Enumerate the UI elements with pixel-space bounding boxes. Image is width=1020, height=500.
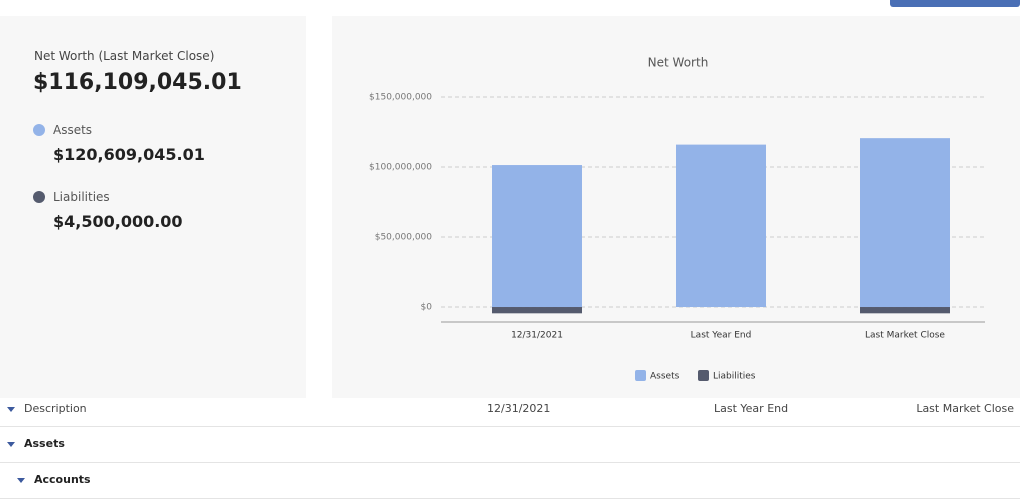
- net-worth-label: Net Worth (Last Market Close): [34, 49, 215, 63]
- legend-swatch: [698, 370, 709, 381]
- assets-label: Assets: [53, 123, 93, 137]
- bar: [492, 165, 582, 308]
- row-label[interactable]: Accounts: [34, 473, 91, 486]
- summary-panel: Net Worth (Last Market Close) $116,109,0…: [0, 16, 306, 398]
- top-button[interactable]: [890, 0, 1020, 7]
- table-header: Last Market Close: [916, 402, 1014, 415]
- bar: [492, 307, 582, 314]
- table-header: Last Year End: [714, 402, 789, 415]
- table-header: Description: [24, 402, 87, 415]
- bar: [676, 144, 766, 308]
- x-tick-label: Last Year End: [691, 331, 752, 341]
- y-tick-label: $50,000,000: [375, 233, 433, 243]
- row-divider: [0, 462, 1020, 463]
- legend-label: Liabilities: [713, 372, 756, 382]
- expand-icon[interactable]: [17, 478, 25, 483]
- liabilities-value: $4,500,000.00: [53, 212, 183, 231]
- chart: Net Worth $0 $50,000,000 $100,000,000 $150,…: [369, 56, 985, 382]
- y-tick-label: $0: [421, 303, 433, 313]
- bar: [860, 307, 950, 314]
- y-tick-label: $100,000,000: [369, 163, 432, 173]
- x-tick-label: Last Market Close: [865, 331, 945, 341]
- y-tick-label: $150,000,000: [369, 93, 432, 103]
- expand-icon[interactable]: [7, 442, 15, 447]
- table-header: 12/31/2021: [487, 402, 551, 415]
- row-divider: [0, 426, 1020, 427]
- row-divider: [0, 498, 1020, 499]
- x-tick-label: 12/31/2021: [511, 331, 563, 341]
- legend-swatch: [635, 370, 646, 381]
- assets-value: $120,609,045.01: [53, 145, 205, 164]
- bar: [860, 138, 950, 308]
- legend-label: Assets: [650, 372, 680, 382]
- chart-title: Net Worth: [648, 56, 709, 70]
- expand-icon[interactable]: [7, 407, 15, 412]
- liabilities-label: Liabilities: [53, 190, 110, 204]
- row-label[interactable]: Assets: [24, 437, 65, 450]
- liabilities-dot: [33, 191, 45, 203]
- assets-dot: [33, 124, 45, 136]
- chart-panel: Net Worth $0 $50,000,000 $100,000,000 $150,…: [332, 16, 1020, 398]
- net-worth-value: $116,109,045.01: [33, 70, 242, 95]
